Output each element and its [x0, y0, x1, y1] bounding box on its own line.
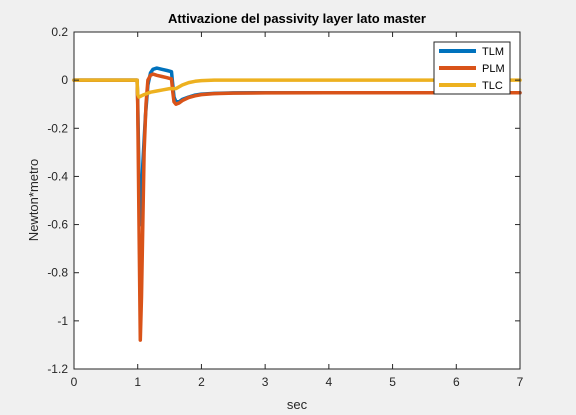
y-tick-label: 0	[61, 73, 68, 87]
x-tick-label: 5	[389, 375, 396, 389]
x-tick-label: 4	[326, 375, 333, 389]
legend-label-tlm: TLM	[482, 46, 504, 58]
x-axis-label: sec	[287, 397, 308, 412]
x-tick-label: 2	[198, 375, 205, 389]
y-tick-label: -0.6	[47, 218, 68, 232]
y-tick-label: -0.2	[47, 121, 68, 135]
legend-label-tlc: TLC	[482, 80, 503, 92]
y-tick-label: -0.8	[47, 266, 68, 280]
x-tick-label: 7	[517, 375, 524, 389]
y-axis-label: Newton*metro	[26, 159, 41, 241]
y-tick-label: -1	[57, 314, 68, 328]
chart-title: Attivazione del passivity layer lato mas…	[168, 11, 426, 26]
x-tick-label: 3	[262, 375, 269, 389]
y-tick-label: -0.4	[47, 169, 68, 183]
x-tick-label: 6	[453, 375, 460, 389]
x-tick-label: 0	[71, 375, 78, 389]
y-tick-label: 0.2	[51, 25, 68, 39]
legend-label-plm: PLM	[482, 63, 505, 75]
x-tick-label: 1	[134, 375, 141, 389]
y-tick-label: -1.2	[47, 362, 68, 376]
legend: TLM PLM TLC	[434, 42, 510, 94]
